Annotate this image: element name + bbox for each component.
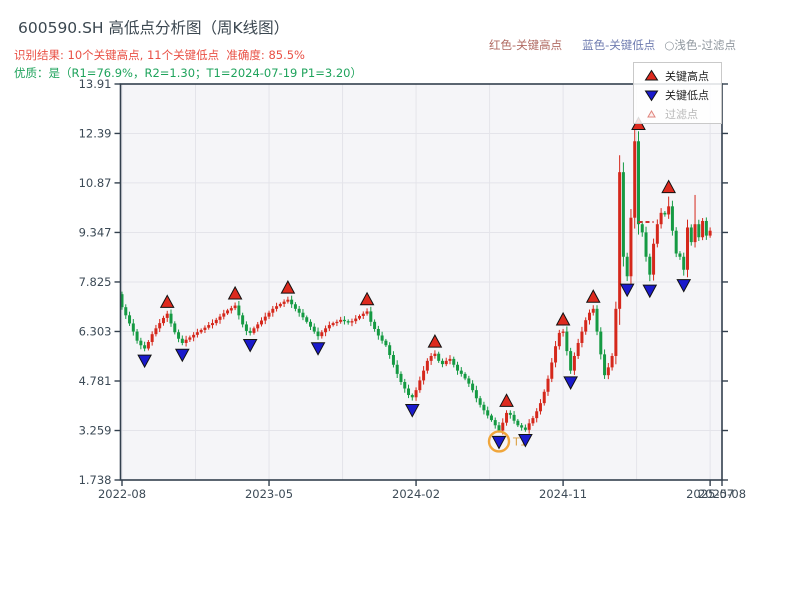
svg-text:2024-11: 2024-11 (539, 487, 587, 501)
top-legend-filtered: ○浅色-过滤点 (664, 38, 736, 52)
legend-item-label: 关键高点 (665, 69, 709, 83)
recognition-result-line: 识别结果: 10个关键高点, 11个关键低点 准确度: 85.5% (14, 48, 305, 62)
key-point-markers: T1 (137, 116, 692, 453)
svg-text:2023-05: 2023-05 (245, 487, 293, 501)
svg-text:7.825: 7.825 (79, 275, 112, 289)
legend-item-key-low: 关键低点 (644, 85, 721, 104)
svg-text:9.347: 9.347 (79, 225, 112, 239)
svg-text:2025-08: 2025-08 (698, 487, 746, 501)
svg-text:3.259: 3.259 (79, 424, 112, 438)
legend-item-filtered: 过滤点 (644, 104, 721, 123)
svg-text:13.91: 13.91 (79, 77, 112, 91)
key-low-triangle-icon (644, 88, 659, 102)
svg-text:10.87: 10.87 (79, 176, 112, 190)
filtered-point-triangle-icon (644, 107, 659, 121)
quality-line: 优质：是（R1=76.9%，R2=1.30；T1=2024-07-19 P1=3… (14, 66, 362, 80)
svg-text:4.781: 4.781 (79, 374, 112, 388)
svg-text:12.39: 12.39 (79, 126, 112, 140)
svg-text:1.738: 1.738 (79, 473, 112, 487)
candlestick-chart: 1.738 3.259 4.781 6.303 7.825 9.347 10.87 12.39… (79, 77, 746, 501)
svg-text:2025-07: 2025-07 (686, 487, 734, 501)
candlestick-layer (120, 130, 712, 435)
svg-text:2024-02: 2024-02 (392, 487, 440, 501)
chart-title: 600590.SH 高低点分析图（周K线图） (18, 19, 290, 37)
key-high-triangle-icon (644, 69, 659, 83)
legend-item-label: 关键低点 (665, 88, 709, 102)
axis-ticks-and-labels: 1.738 3.259 4.781 6.303 7.825 9.347 10.87 12.39… (79, 77, 746, 501)
legend-item-label: 过滤点 (665, 107, 698, 121)
top-legend-key-low: 蓝色-关键低点 (582, 38, 656, 52)
legend-box: 关键高点 关键低点 过滤点 (633, 62, 722, 124)
svg-text:6.303: 6.303 (79, 324, 112, 338)
svg-text:2022-08: 2022-08 (98, 487, 146, 501)
legend-item-key-high: 关键高点 (644, 66, 721, 85)
top-legend-key-high: 红色-关键高点 (489, 38, 563, 52)
top-legend: 红色-关键高点 蓝色-关键低点 ○浅色-过滤点 (474, 23, 736, 67)
